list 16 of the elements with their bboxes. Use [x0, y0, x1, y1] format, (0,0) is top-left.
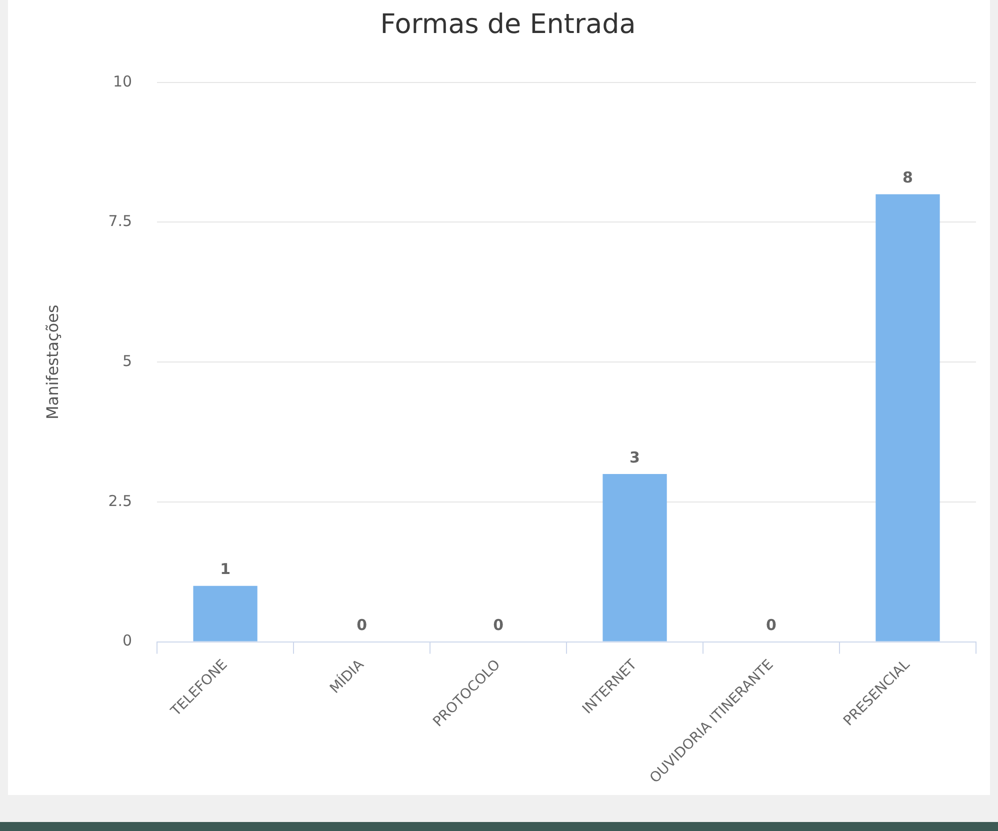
data-label: 3 [630, 448, 640, 466]
data-label: 8 [902, 168, 913, 187]
bar [876, 194, 940, 642]
data-label: 1 [220, 560, 231, 578]
bar [193, 586, 258, 642]
y-tick-label: 2.5 [108, 492, 132, 510]
chart-title: Formas de Entrada [380, 9, 636, 40]
bar [602, 474, 667, 642]
y-axis-title: Manifestações [42, 304, 62, 420]
y-tick-label: 5 [122, 352, 132, 370]
y-tick-label: 0 [122, 632, 132, 650]
data-label: 0 [493, 616, 504, 634]
y-tick-label: 7.5 [108, 212, 132, 230]
y-tick-label: 10 [112, 72, 132, 90]
data-label: 0 [356, 616, 368, 634]
data-label: 0 [766, 616, 776, 634]
